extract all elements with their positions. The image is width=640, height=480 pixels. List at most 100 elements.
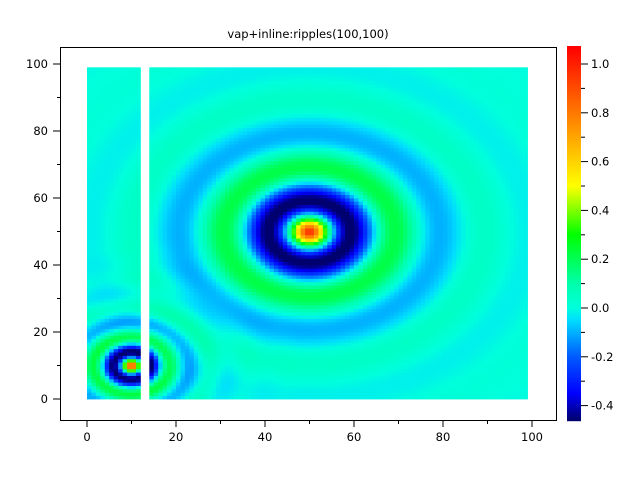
heatmap-cell <box>211 131 217 135</box>
heatmap-cell <box>296 375 301 380</box>
heatmap-cell <box>109 285 115 289</box>
heatmap-cell <box>100 194 106 199</box>
heatmap-cell <box>282 238 288 242</box>
heatmap-cell <box>198 298 204 303</box>
heatmap-cell <box>305 164 310 169</box>
heatmap-cell <box>184 342 190 346</box>
heatmap-cell <box>265 137 270 142</box>
heatmap-cell <box>256 211 261 216</box>
heatmap-cell <box>211 388 217 393</box>
heatmap-cell <box>287 328 293 333</box>
heatmap-cell <box>229 127 235 132</box>
heatmap-cell <box>291 362 297 366</box>
heatmap-cell <box>233 281 239 286</box>
heatmap-cell <box>282 208 288 212</box>
heatmap-cell <box>113 378 119 383</box>
heatmap-cell <box>189 228 195 232</box>
heatmap-cell <box>260 208 266 212</box>
heatmap-cell <box>198 375 204 380</box>
heatmap-cell <box>189 90 195 95</box>
heatmap-cell <box>265 258 270 263</box>
heatmap-cell <box>189 288 195 293</box>
heatmap-cell <box>296 335 301 340</box>
heatmap-cell <box>104 318 110 323</box>
heatmap-cell <box>211 268 217 273</box>
heatmap-cell <box>131 278 137 283</box>
heatmap-cell <box>287 141 293 145</box>
heatmap-cell <box>162 271 168 276</box>
heatmap-cell <box>104 321 110 326</box>
heatmap-cell <box>269 332 275 336</box>
heatmap-cell <box>265 325 270 330</box>
heatmap-cell <box>251 281 257 286</box>
heatmap-cell <box>287 352 293 356</box>
heatmap-cell <box>216 244 221 249</box>
heatmap-cell <box>127 291 132 296</box>
heatmap-cell <box>260 342 266 346</box>
heatmap-cell <box>287 244 293 249</box>
heatmap-cell <box>269 325 275 330</box>
heatmap-cell <box>184 137 190 142</box>
heatmap-cell <box>158 388 164 393</box>
heatmap-cell <box>171 77 177 82</box>
heatmap-cell <box>113 335 119 340</box>
heatmap-cell <box>104 392 110 397</box>
heatmap-cell <box>122 285 128 289</box>
heatmap-cell <box>91 134 97 139</box>
heatmap-cell <box>113 332 119 336</box>
heatmap-cell <box>282 362 288 366</box>
heatmap-cell <box>184 157 190 162</box>
heatmap-cell <box>87 244 92 249</box>
heatmap-cell <box>233 395 239 400</box>
heatmap-cell <box>242 392 248 397</box>
heatmap-cell <box>296 325 301 330</box>
heatmap-cell <box>131 392 137 397</box>
heatmap-cell <box>153 278 159 283</box>
heatmap-cell <box>300 318 306 323</box>
heatmap-cell <box>113 70 119 75</box>
heatmap-cell <box>158 104 164 108</box>
heatmap-cell <box>180 151 186 155</box>
heatmap-cell <box>127 305 132 309</box>
heatmap-cell <box>273 231 279 236</box>
heatmap-cell <box>269 164 275 169</box>
heatmap-cell <box>211 127 217 132</box>
heatmap-cell <box>287 137 293 142</box>
heatmap-cell <box>224 358 230 363</box>
heatmap-cell <box>242 268 248 273</box>
heatmap-cell <box>278 127 284 132</box>
heatmap-cell <box>251 107 257 112</box>
heatmap-cell <box>91 271 97 276</box>
heatmap-cell <box>122 238 128 242</box>
heatmap-cell <box>224 305 230 309</box>
heatmap-cell <box>153 365 159 370</box>
heatmap-cell <box>184 268 190 273</box>
heatmap-cell <box>287 231 293 236</box>
heatmap-cell <box>256 378 261 383</box>
heatmap-cell <box>242 131 248 135</box>
heatmap-cell <box>171 311 177 316</box>
heatmap-cell <box>95 124 101 129</box>
heatmap-cell <box>189 261 195 266</box>
heatmap-cell <box>122 77 128 82</box>
heatmap-cell <box>162 211 168 216</box>
heatmap-cell <box>220 211 226 216</box>
heatmap-cell <box>216 221 221 226</box>
heatmap-cell <box>171 208 177 212</box>
heatmap-cell <box>291 378 297 383</box>
heatmap-cell <box>149 154 155 159</box>
heatmap-cell <box>260 77 266 82</box>
heatmap-cell <box>131 254 137 259</box>
heatmap-cell <box>256 187 261 192</box>
heatmap-cell <box>198 275 204 279</box>
heatmap-cell <box>167 295 172 299</box>
heatmap-cell <box>211 137 217 142</box>
heatmap-cell <box>118 378 123 383</box>
heatmap-cell <box>300 131 306 135</box>
heatmap-cell <box>229 301 235 306</box>
heatmap-cell <box>216 231 221 236</box>
heatmap-cell <box>282 147 288 152</box>
heatmap-cell <box>127 234 132 239</box>
heatmap-cell <box>282 258 288 263</box>
heatmap-cell <box>247 97 253 102</box>
